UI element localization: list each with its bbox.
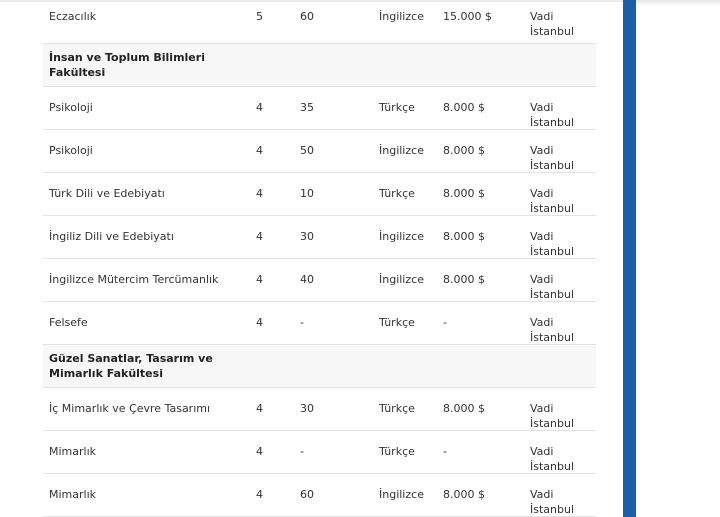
program-duration: 4 [256, 187, 263, 200]
program-duration: 4 [256, 445, 263, 458]
program-campus: Vadi İstanbul [530, 101, 575, 129]
program-fee: 8.000 $ [443, 144, 485, 157]
program-name: Mimarlık [49, 488, 97, 501]
program-language: Türkçe [379, 316, 415, 329]
program-name: Türk Dili ve Edebiyatı [49, 187, 165, 200]
program-row: Psikoloji 4 35 Türkçe 8.000 $ Vadi İstanbul [43, 87, 596, 130]
program-row: İngiliz Dili ve Edebiyatı 4 30 İngilizce 8.0… [43, 216, 596, 259]
program-name: Psikoloji [49, 144, 93, 157]
program-quota: - [300, 445, 304, 458]
program-fee: 8.000 $ [443, 101, 485, 114]
header-shadow [636, 0, 720, 6]
faculty-title: Güzel Sanatlar, Tasarım ve Mimarlık Fakü… [49, 352, 213, 380]
top-divider [0, 0, 720, 2]
program-language: Türkçe [379, 187, 415, 200]
program-campus: Vadi İstanbul [530, 10, 575, 38]
program-campus: Vadi İstanbul [530, 488, 575, 516]
program-language: Türkçe [379, 402, 415, 415]
program-duration: 5 [256, 10, 263, 23]
program-campus: Vadi İstanbul [530, 187, 575, 215]
program-campus: Vadi İstanbul [530, 445, 575, 473]
program-name: İç Mimarlık ve Çevre Tasarımı [49, 402, 211, 415]
scrollbar[interactable] [623, 0, 636, 517]
program-fee: 8.000 $ [443, 402, 485, 415]
program-language: Türkçe [379, 101, 415, 114]
program-language: İngilizce [379, 488, 424, 501]
program-language: İngilizce [379, 144, 424, 157]
program-campus: Vadi İstanbul [530, 273, 575, 301]
program-language: İngilizce [379, 273, 424, 286]
program-campus: Vadi İstanbul [530, 144, 575, 172]
program-campus: Vadi İstanbul [530, 230, 575, 258]
program-quota: 30 [300, 402, 314, 415]
program-row: İç Mimarlık ve Çevre Tasarımı 4 30 Türkçe 8.… [43, 388, 596, 431]
page-margin [636, 0, 720, 517]
program-campus: Vadi İstanbul [530, 402, 575, 430]
program-fee: - [443, 445, 447, 458]
program-name: Mimarlık [49, 445, 97, 458]
program-fee: 8.000 $ [443, 187, 485, 200]
program-duration: 4 [256, 144, 263, 157]
program-duration: 4 [256, 273, 263, 286]
program-duration: 4 [256, 402, 263, 415]
program-row: Türk Dili ve Edebiyatı 4 10 Türkçe 8.000 $ Va… [43, 173, 596, 216]
program-fee: 8.000 $ [443, 230, 485, 243]
program-quota: 60 [300, 10, 314, 23]
program-row: İngilizce Mütercim Tercümanlık 4 40 İngiliz… [43, 259, 596, 302]
program-quota: 60 [300, 488, 314, 501]
faculty-title: İnsan ve Toplum Bilimleri Fakültesi [49, 51, 205, 79]
program-row: Felsefe 4 - Türkçe - Vadi İstanbul [43, 302, 596, 345]
program-campus: Vadi İstanbul [530, 316, 575, 344]
program-quota: 35 [300, 101, 314, 114]
program-language: Türkçe [379, 445, 415, 458]
program-row: Mimarlık 4 - Türkçe - Vadi İstanbul [43, 431, 596, 474]
programs-table: Eczacılık 5 60 İngilizce 15.000 $ Vadi İstanb… [43, 0, 596, 517]
program-duration: 4 [256, 101, 263, 114]
program-quota: 50 [300, 144, 314, 157]
program-row: Mimarlık 4 60 İngilizce 8.000 $ Vadi İstanbul [43, 474, 596, 517]
program-quota: 30 [300, 230, 314, 243]
program-quota: 10 [300, 187, 314, 200]
program-fee: 8.000 $ [443, 488, 485, 501]
program-language: İngilizce [379, 230, 424, 243]
program-row: Psikoloji 4 50 İngilizce 8.000 $ Vadi İstanbu… [43, 130, 596, 173]
program-name: Eczacılık [49, 10, 97, 23]
faculty-header-row: Güzel Sanatlar, Tasarım ve Mimarlık Fakü… [43, 345, 596, 388]
program-quota: - [300, 316, 304, 329]
program-name: İngiliz Dili ve Edebiyatı [49, 230, 174, 243]
program-language: İngilizce [379, 10, 424, 23]
program-name: İngilizce Mütercim Tercümanlık [49, 273, 219, 286]
program-row: Eczacılık 5 60 İngilizce 15.000 $ Vadi İstanb… [43, 0, 596, 44]
program-quota: 40 [300, 273, 314, 286]
program-fee: - [443, 316, 447, 329]
faculty-header-row: İnsan ve Toplum Bilimleri Fakültesi [43, 44, 596, 87]
program-duration: 4 [256, 316, 263, 329]
program-fee: 15.000 $ [443, 10, 492, 23]
program-fee: 8.000 $ [443, 273, 485, 286]
program-name: Psikoloji [49, 101, 93, 114]
program-name: Felsefe [49, 316, 88, 329]
program-duration: 4 [256, 488, 263, 501]
program-duration: 4 [256, 230, 263, 243]
